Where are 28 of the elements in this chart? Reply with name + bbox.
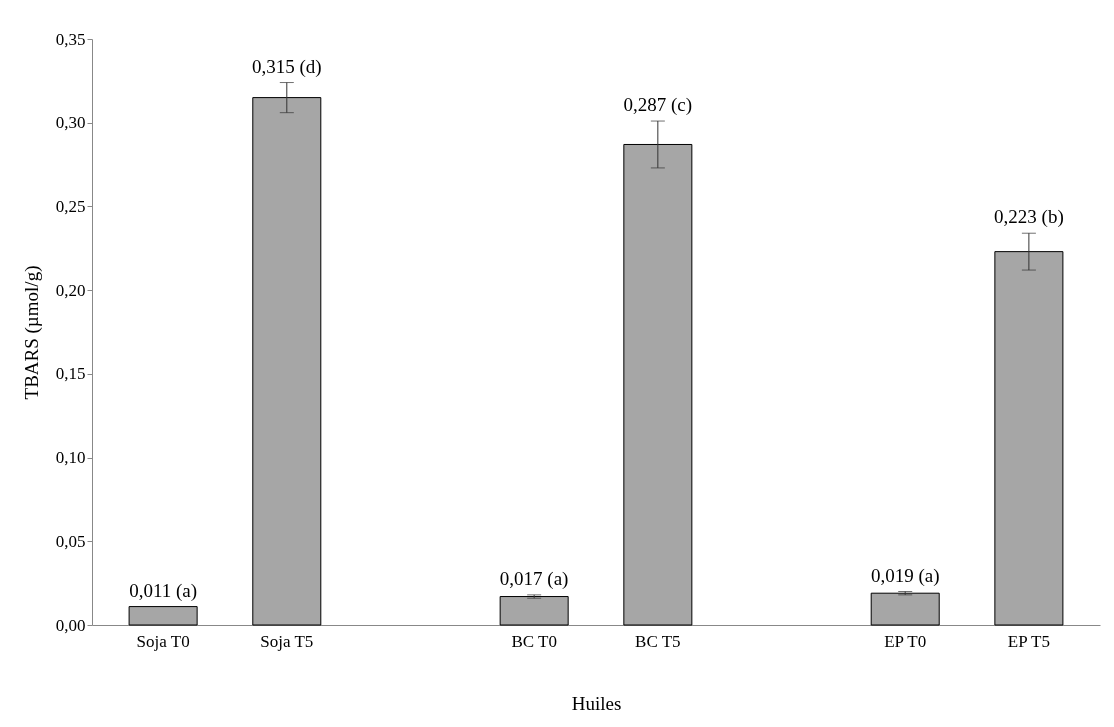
data-label: 0,287 (c) (623, 94, 693, 117)
bar (870, 592, 940, 626)
x-tick-label: BC T5 (635, 631, 681, 651)
y-tick-label: 0,20 (55, 280, 86, 300)
data-label: 0,223 (b) (994, 206, 1064, 229)
x-tick-label: EP T5 (1007, 631, 1050, 651)
data-label: 0,019 (a) (870, 564, 940, 587)
x-axis-title: Huiles (571, 692, 622, 714)
bar (623, 143, 693, 626)
y-axis-title: TBARS (µmol/g) (20, 265, 43, 400)
data-label: 0,011 (a) (129, 579, 198, 602)
y-tick-label: 0,25 (55, 196, 86, 216)
y-tick-label: 0,05 (55, 531, 86, 551)
y-tick-label: 0,15 (55, 364, 86, 384)
bar (994, 251, 1064, 626)
x-tick-label: Soja T0 (136, 631, 190, 651)
x-tick-label: Soja T5 (260, 631, 314, 651)
data-label: 0,315 (d) (251, 55, 322, 78)
data-label: 0,017 (a) (499, 567, 569, 590)
y-tick-label: 0,35 (55, 29, 86, 49)
bar (252, 97, 322, 626)
bar (499, 596, 569, 626)
x-tick-label: BC T0 (511, 631, 557, 651)
y-tick-label: 0,30 (55, 113, 86, 133)
x-tick-label: EP T0 (884, 631, 927, 651)
y-tick-label: 0,00 (55, 615, 86, 635)
bar (128, 606, 198, 626)
y-tick-label: 0,10 (55, 448, 86, 468)
